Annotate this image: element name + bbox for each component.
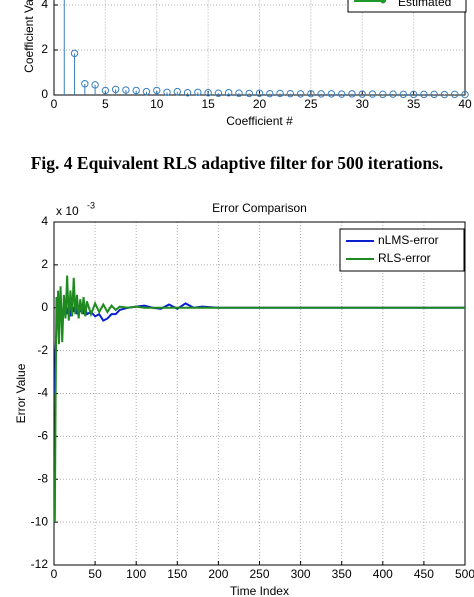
stem-marker [348,90,356,98]
stem-marker [368,90,377,98]
x-tick-label: 40 [458,97,472,111]
stem-marker [245,89,253,98]
y-tick-label: 4 [41,214,48,228]
x-tick-label: 50 [88,567,102,581]
stem-marker [338,90,346,98]
x-tick-label: 15 [201,97,215,111]
y-tick-label: 4 [41,0,48,11]
legend-label: RLS-error [378,251,431,265]
stem-marker [296,90,305,98]
stem-marker [276,89,284,98]
stem-marker [430,90,438,99]
legend-label: nLMS-error [378,233,439,247]
stem-marker [255,89,264,97]
x-tick-label: 500 [455,567,474,581]
legend-box [347,0,467,13]
x-tick-label: 350 [332,567,352,581]
stem-marker [399,90,408,99]
x-tick-label: 450 [414,567,434,581]
y-tick-label: -6 [37,429,48,443]
stem-marker [91,81,99,89]
axis-multiplier-exponent: -3 [87,200,95,210]
stem-marker [111,85,120,94]
x-tick-label: 0 [51,567,58,581]
y-tick-label: -10 [31,514,49,528]
stem-marker [224,89,233,97]
stem-marker [235,89,243,97]
stem-marker [183,89,192,97]
y-tick-label: 2 [41,257,48,271]
stem-marker [451,90,459,99]
stem-marker [266,89,274,98]
stem-marker [153,86,161,95]
x-tick-label: 5 [102,97,109,111]
x-tick-label: 30 [356,97,370,111]
legend-box [339,228,465,272]
y-tick-label: 0 [41,87,48,101]
stem-marker [317,90,325,98]
y-tick-label: -8 [37,471,48,485]
x-tick-label: 250 [249,567,269,581]
stem-marker [358,90,366,98]
x-tick-label: 10 [150,97,164,111]
plot-frame [53,221,466,566]
x-tick-label: 20 [253,97,267,111]
x-tick-label: 35 [407,97,421,111]
series-line [53,275,465,523]
y-axis-label: Error Value [14,363,28,423]
y-tick-label: 2 [41,42,48,56]
stem-marker [142,87,151,96]
stem-marker [420,90,428,99]
stem-marker [327,90,336,98]
legend-marker [380,0,386,4]
stem-marker [70,49,79,58]
x-tick-label: 0 [51,97,58,111]
stem-marker [204,89,212,97]
x-tick-label: 100 [126,567,146,581]
stem-marker [132,86,140,95]
stem-marker [214,89,223,97]
stem-marker [307,89,315,98]
x-axis-label: Time Index [230,584,289,597]
y-tick-label: 0 [41,300,48,314]
x-axis-label: Coefficient # [226,114,293,128]
stem-marker [81,80,89,88]
y-axis-label: Coefficient Value [22,0,36,73]
stem-marker [409,90,418,99]
stem-marker [122,86,130,94]
chart-title: Error Comparison [212,201,307,215]
x-tick-label: 300 [291,567,311,581]
y-tick-label: -4 [37,386,48,400]
plot-frame [53,0,466,96]
x-tick-label: 25 [304,97,318,111]
stem-marker [461,90,469,99]
caption: Fig. 4 Equivalent RLS adaptive filter fo… [31,153,444,173]
x-tick-label: 150 [167,567,187,581]
stem-marker [194,88,202,97]
axis-multiplier: x 10 [56,204,79,218]
stem-marker [379,90,387,99]
x-tick-label: 200 [208,567,228,581]
stem-marker [173,87,182,96]
stem-marker [389,90,397,98]
stem-marker [286,89,295,98]
y-tick-label: -2 [37,343,48,357]
stem-marker [163,88,171,97]
y-tick-label: -12 [31,557,49,571]
stem-marker [101,86,110,95]
stem-marker [440,90,449,99]
x-tick-label: 400 [373,567,393,581]
legend-label: Estimated [398,0,451,9]
